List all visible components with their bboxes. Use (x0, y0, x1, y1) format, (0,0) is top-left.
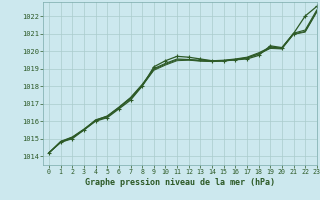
X-axis label: Graphe pression niveau de la mer (hPa): Graphe pression niveau de la mer (hPa) (85, 178, 275, 187)
